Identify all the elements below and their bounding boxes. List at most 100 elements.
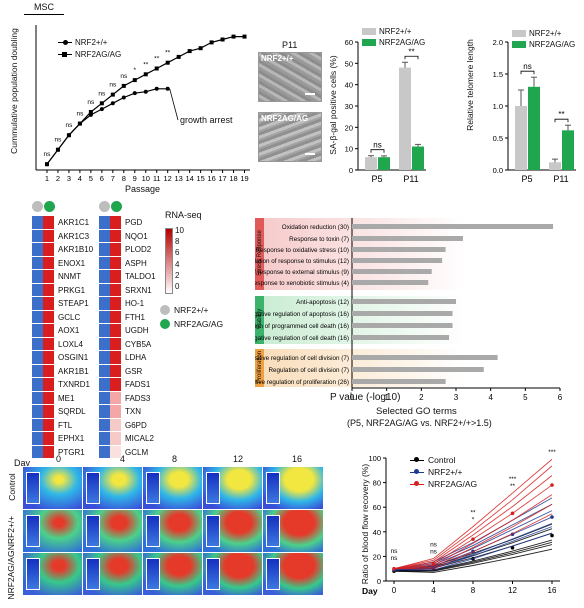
- day-label: Day: [14, 458, 31, 468]
- recovery-line-mut: [393, 503, 553, 570]
- heatmap-title: RNA-seq: [165, 210, 202, 220]
- heatmap-column-1: AKR1C1 AKR1C3 AKR1B10 ENOX1 NNMT PRKG1 STEAP1 G…: [32, 216, 93, 459]
- heatmap-cell-mut: [43, 405, 54, 419]
- heatmap-cell-mut: [110, 256, 121, 270]
- heatmap-row: FTL: [32, 418, 93, 432]
- legend-control-label: Control: [428, 455, 456, 465]
- heatmap-cell-mut: [43, 364, 54, 378]
- heatmap-cell-mut: [43, 432, 54, 446]
- y-tick-label: 40: [373, 528, 381, 537]
- significance-label: *: [472, 517, 475, 524]
- heatmap-row: SRXN1: [99, 283, 156, 297]
- header-dot-mut: [44, 201, 55, 212]
- laser-doppler-image: [22, 466, 84, 510]
- gene-label: FADS1: [125, 380, 151, 390]
- growth-arrest-pointer: [169, 88, 179, 121]
- go-bar: [352, 224, 554, 229]
- significance-label: **: [510, 483, 516, 490]
- go-term-label: Negative regulation of cell death (16): [255, 335, 349, 342]
- laser-doppler-image: [202, 466, 264, 510]
- data-point-mut: [77, 121, 82, 126]
- gene-label: ASPH: [125, 258, 147, 268]
- x-tick-label: 13: [174, 174, 182, 183]
- significance-label: **: [165, 50, 171, 57]
- y-tick-label: 100: [368, 454, 381, 463]
- gene-label: CYB5A: [125, 339, 152, 349]
- heatmap-cell-mut: [110, 445, 121, 459]
- go-title: Selected GO terms: [376, 406, 457, 417]
- gene-label: UGDH: [125, 326, 149, 336]
- heatmap-row: TXN: [99, 405, 156, 419]
- data-point-mut: [110, 92, 115, 97]
- go-term-label: Regulation of response to external stimu…: [255, 269, 349, 276]
- significance-label: **: [558, 110, 564, 119]
- significance-label: ns: [430, 549, 438, 556]
- y-tick-label: 1.5: [493, 70, 503, 79]
- go-term-label: Anti-apoptosis (12): [296, 299, 349, 306]
- gene-label: AKR1B1: [58, 366, 89, 376]
- recovery-point-mut: [392, 566, 396, 571]
- significance-label: ns: [109, 82, 117, 89]
- heatmap-cell-mut: [43, 243, 54, 257]
- go-bar: [352, 379, 446, 384]
- heatmap-cell-wt: [32, 418, 43, 432]
- msc-title: MSC: [34, 2, 54, 12]
- laser-doppler-image: [202, 509, 264, 553]
- heatmap-row: HO-1: [99, 297, 156, 311]
- heatmap-row: FADS3: [99, 391, 156, 405]
- heatmap-cell-mut: [110, 391, 121, 405]
- heatmap-cell-wt: [99, 351, 110, 365]
- heatmap-cell-wt: [99, 324, 110, 338]
- heatmap-row: AKR1C1: [32, 216, 93, 230]
- data-point-mut: [242, 34, 247, 39]
- legend-mut-recovery: NRF2AG/AG: [410, 478, 477, 490]
- laser-doppler-image: [142, 466, 204, 510]
- heatmap-cell-wt: [99, 418, 110, 432]
- growth-arrest-label: growth arrest: [180, 115, 233, 125]
- recovery-line-mut: [393, 458, 553, 570]
- y-tick-label: 0.0: [493, 166, 503, 175]
- legend-mut-tel: NRF2AG/AG: [512, 39, 575, 50]
- gene-label: FADS3: [125, 393, 151, 403]
- micrograph-mut: NRF2AG/AG: [258, 112, 322, 162]
- colorbar-tick: 2: [175, 270, 180, 280]
- significance-bracket: [520, 70, 535, 75]
- legend-mut-label: NRF2AG/AG: [428, 479, 478, 489]
- heatmap-cell-wt: [32, 229, 43, 243]
- recovery-line-mut: [393, 494, 553, 570]
- y-tick-label: 0: [377, 577, 381, 586]
- data-point-mut: [66, 133, 71, 138]
- laser-doppler-image: [262, 466, 324, 510]
- micrograph-wt: NRF2+/+: [258, 52, 322, 102]
- heatmap-row: PRKG1: [32, 283, 93, 297]
- heatmap-row: TALDO1: [99, 270, 156, 284]
- significance-label: ***: [509, 476, 517, 483]
- data-point-mut: [231, 34, 236, 39]
- gene-label: LDHA: [125, 353, 147, 363]
- significance-bracket: [404, 55, 419, 60]
- y-tick-label: 0: [349, 166, 353, 175]
- data-point-wt: [132, 91, 137, 96]
- y-tick-label: 10: [345, 145, 353, 154]
- gene-label: SRXN1: [125, 285, 152, 295]
- significance-label: *: [134, 67, 137, 74]
- x-tick-label: 19: [240, 174, 248, 183]
- colorbar-tick: 6: [175, 248, 180, 258]
- gene-label: FTH1: [125, 312, 145, 322]
- x-tick-label: 4: [488, 393, 493, 402]
- legend-wt-sa: NRF2+/+: [362, 26, 425, 37]
- significance-label: **: [143, 61, 149, 68]
- laser-doppler-image: [262, 552, 324, 596]
- legend-mut-label: NRF2AG/AG: [529, 40, 576, 49]
- significance-label: ns: [55, 137, 63, 144]
- heatmap-cell-wt: [99, 310, 110, 324]
- data-point-mut: [55, 147, 60, 152]
- x-tick-label: 1: [45, 174, 49, 183]
- telomere-legend: NRF2+/+ NRF2AG/AG: [512, 28, 575, 50]
- limb-inset: [206, 558, 220, 590]
- gene-label: TALDO1: [125, 272, 156, 282]
- heatmap-cell-mut: [110, 432, 121, 446]
- laser-doppler-image: [142, 552, 204, 596]
- legend-mut-growth: NRF2AG/AG: [58, 48, 121, 60]
- x-tick-label: 5: [523, 393, 528, 402]
